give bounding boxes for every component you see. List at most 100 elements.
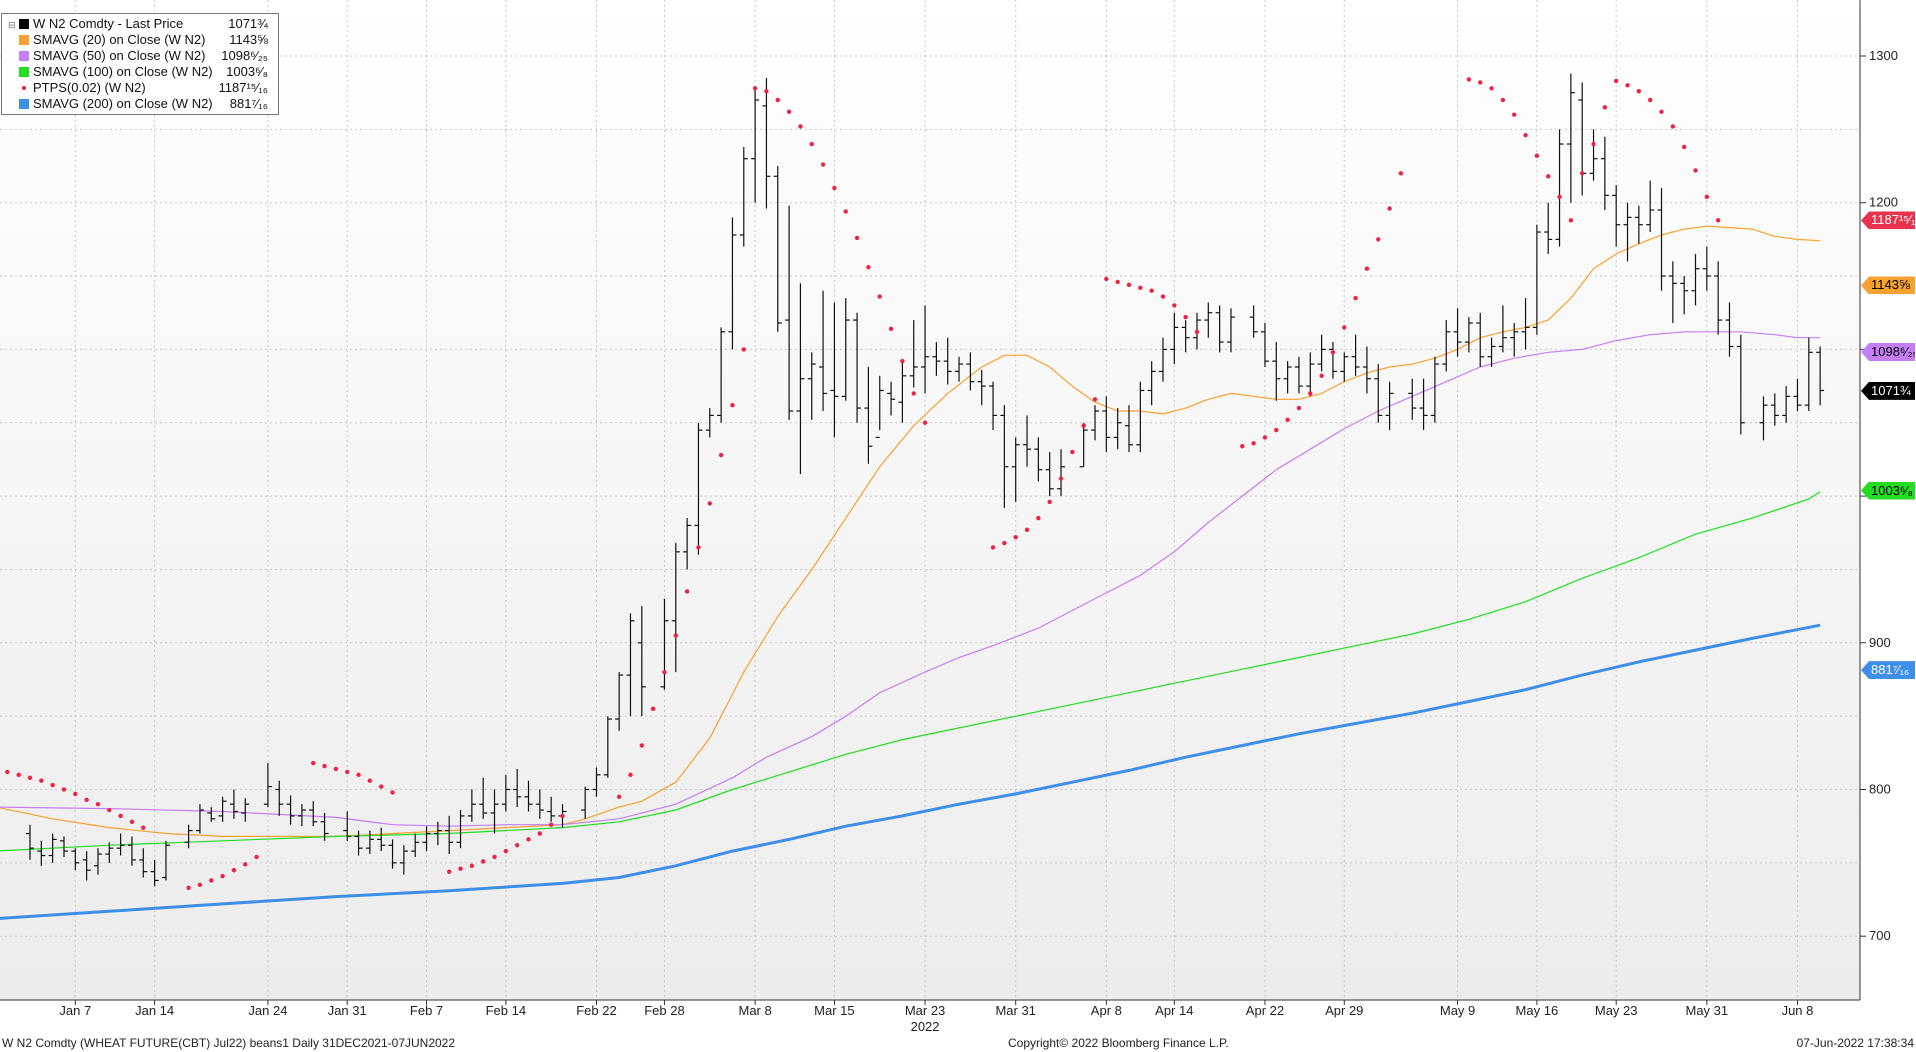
x-axis: Jan 7 Jan 14 Jan 24 Jan 31 Feb 7 Feb 14 Feb 22… — [59, 1000, 1813, 1034]
ohlc-bar — [819, 290, 828, 412]
ohlc-bar — [1453, 308, 1462, 357]
ptps-dot — [514, 843, 520, 848]
ohlc-bar — [59, 836, 68, 857]
ohlc-bar — [1464, 317, 1473, 353]
ptps-dot — [141, 825, 146, 830]
ptps-dot — [718, 452, 724, 458]
ohlc-bar — [671, 543, 680, 673]
ohlc-bar — [1170, 312, 1179, 365]
x-tick-label: Apr 22 — [1246, 1003, 1284, 1018]
ptps-dot — [1353, 295, 1358, 301]
ohlc-bar — [71, 848, 80, 871]
ohlc-bar — [1306, 352, 1315, 397]
x-tick-label: Mar 31 — [995, 1003, 1035, 1018]
ohlc-bar — [105, 842, 114, 863]
y-tick-label: 1200 — [1869, 195, 1898, 210]
ohlc-bar — [955, 356, 964, 382]
ohlc-bar — [1793, 378, 1802, 412]
ptps-dot — [1647, 97, 1653, 103]
ptps-dot — [1693, 168, 1698, 173]
x-tick-label: May 31 — [1686, 1003, 1729, 1018]
ohlc-bar — [116, 833, 125, 856]
ohlc-bar — [1804, 337, 1813, 412]
ohlc-bar — [275, 780, 284, 816]
ptps-dot — [209, 878, 214, 883]
ohlc-bar — [1317, 334, 1326, 372]
ohlc-bar — [1385, 381, 1394, 431]
ptps-dot — [458, 866, 463, 871]
legend-row[interactable]: SMAVG (50) on Close (W N2) 1098⁶⁄₂₅ — [2, 48, 278, 64]
y-tick-label: 700 — [1869, 928, 1891, 943]
ohlc-bar — [864, 367, 873, 464]
ohlc-bar — [875, 375, 884, 439]
ohlc-bar — [1034, 437, 1043, 482]
ohlc-bar — [218, 796, 227, 822]
ohlc-bar — [592, 767, 601, 797]
ohlc-bar — [853, 312, 862, 423]
ohlc-bar — [229, 789, 238, 819]
legend-row[interactable]: SMAVG (20) on Close (W N2) 1143⅝ — [2, 32, 278, 48]
ptps-dot — [1296, 405, 1302, 411]
legend-row[interactable]: W N2 Comdty - Last Price 1071¾ — [2, 16, 278, 32]
x-tick-label: Feb 28 — [644, 1003, 684, 1018]
ptps-dot — [1659, 109, 1664, 114]
ohlc-bar — [1770, 393, 1779, 426]
ptps-dot — [379, 784, 384, 789]
legend-swatch-icon — [19, 67, 29, 77]
ohlc-bar — [1725, 302, 1734, 357]
ptps-dot — [1670, 124, 1676, 129]
legend-row[interactable]: SMAVG (200) on Close (W N2) 881⁷⁄₁₆ — [2, 96, 278, 112]
legend-swatch-icon — [19, 35, 29, 45]
legend-value: 1003⁶⁄₈ — [226, 64, 268, 79]
ptps-dot — [911, 391, 916, 396]
x-tick-label: Mar 15 — [814, 1003, 854, 1018]
ptps-dot — [1478, 80, 1483, 85]
ptps-dot — [469, 863, 475, 868]
ptps-dot — [1002, 540, 1007, 546]
legend-swatch-icon — [19, 51, 29, 61]
ohlc-bar — [93, 848, 102, 875]
ohlc-bar — [547, 796, 556, 822]
ohlc-bar — [1351, 334, 1360, 376]
ohlc-bar — [1340, 352, 1349, 382]
ptps-dot — [1557, 194, 1562, 200]
ohlc-bar — [433, 821, 442, 846]
ptps-dot — [1126, 282, 1132, 288]
ptps-dot — [1092, 397, 1098, 402]
ohlc-bar — [966, 352, 975, 391]
legend-value: 1143⅝ — [229, 32, 268, 47]
ptps-dot — [1115, 279, 1120, 285]
legend[interactable]: ⊟ W N2 Comdty - Last Price 1071¾ SMAVG (20… — [1, 13, 279, 115]
legend-collapse-icon[interactable]: ⊟ — [8, 20, 16, 30]
ptps-dot — [741, 347, 746, 352]
legend-value: 1098⁶⁄₂₅ — [221, 48, 268, 63]
ohlc-bar — [1487, 337, 1496, 368]
legend-label: SMAVG (20) on Close (W N2) — [33, 32, 206, 47]
ohlc-bar — [1283, 361, 1292, 394]
x-tick-label: Mar 23 — [905, 1003, 945, 1018]
ohlc-bar — [445, 815, 454, 855]
ptps-dot — [5, 769, 10, 775]
ohlc-bar — [1272, 342, 1281, 401]
ohlc-bar — [1362, 346, 1371, 394]
legend-row[interactable]: SMAVG (100) on Close (W N2) 1003⁶⁄₈ — [2, 64, 278, 80]
legend-row[interactable]: PTPS(0.02) (W N2) 1187¹⁵⁄₁₆ — [2, 80, 278, 96]
ohlc-bar — [841, 298, 850, 401]
ohlc-bar — [1702, 246, 1711, 291]
ptps-dot — [854, 235, 860, 241]
ptps-dot — [662, 669, 667, 675]
sma200-line — [0, 623, 1821, 920]
ohlc-bar — [184, 824, 193, 849]
ohlc-bar — [399, 845, 408, 875]
ohlc-bar — [694, 422, 703, 555]
ptps-dots — [5, 77, 1721, 890]
ohlc-bar — [1680, 276, 1689, 315]
ptps-dot — [526, 837, 531, 842]
ohlc-bar — [490, 789, 499, 834]
ptps-dot — [333, 766, 339, 772]
x-tick-label: Jun 8 — [1782, 1003, 1814, 1018]
ptps-dot — [537, 831, 543, 836]
ohlc-bar — [898, 361, 907, 423]
